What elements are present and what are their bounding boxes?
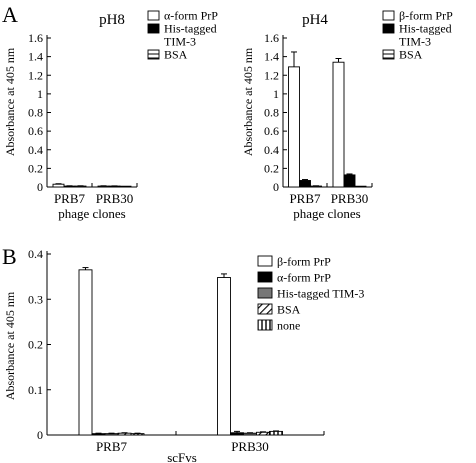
y-axis-label: Absorbance at 405 nm [241,47,255,156]
y-tick-label: 0.1 [28,383,43,397]
y-tick-label: 1.6 [28,31,43,45]
y-axis-label: Absorbance at 405 nm [3,291,17,400]
legend-item: β-form PrP [257,255,331,269]
y-tick-label: 1 [273,87,279,101]
y-tick-label: 0.2 [264,161,279,175]
category-label: PRB30 [96,191,134,206]
legend-label: α-form PrP [277,271,331,285]
x-axis-label: phage clones [58,206,126,221]
legend-item: α-form PrP [257,271,331,285]
legend-swatch [147,23,160,34]
y-tick-label: 0 [37,428,43,442]
y-tick-label: 0.2 [28,338,43,352]
bar [217,277,231,436]
y-tick-label: 0.8 [264,106,279,120]
category-label: PRB7 [54,191,86,206]
y-tick-label: 1 [37,87,43,101]
legend-label: His-tagged TIM-3 [277,287,364,301]
legend-label: BSA [399,48,423,62]
legend-swatch [147,10,160,21]
legend-swatch [382,10,395,21]
category-label: PRB7 [96,439,128,454]
legend-label: none [277,319,300,333]
bar [130,433,145,436]
y-tick-label: 0.4 [264,143,279,157]
chart-title-ph4: pH4 [302,12,328,28]
legend-item: BSA [382,48,423,62]
panel-letter-b: B [2,244,17,269]
chart-title-ph8: pH8 [99,12,125,28]
bar [256,431,270,436]
legend-item: BSA [147,48,188,62]
legend-swatch [147,49,160,60]
bar [332,61,345,188]
bar [78,269,93,436]
y-tick-label: 0 [37,180,43,194]
bar [299,180,311,188]
bar [104,433,119,436]
legend-label: β-form PrP [277,255,331,269]
legend-label: β-form PrP [399,9,453,23]
y-tick-label: 1.4 [28,50,43,64]
y-tick-label: 1.4 [264,50,279,64]
legend-label: α-form PrP [164,9,218,23]
legend-label: His-tagged [164,22,217,36]
bar [269,430,283,436]
legend-label: TIM-3 [164,35,196,49]
bar [117,432,132,436]
legend: β-form PrP α-form PrP His-tagged TIM-3 BSA n… [257,255,364,333]
legend-label: BSA [164,48,188,62]
y-tick-label: 0.3 [28,292,43,306]
legend-label: BSA [277,303,301,317]
y-axis-label: Absorbance at 405 nm [3,47,17,156]
legend-item: β-form PrP [382,9,453,23]
legend-swatch [382,23,395,34]
plot-area: 0 0.2 0.4 0.6 0.8 1 1.2 1.4 1.6 PRB7 PRB30 [264,31,373,206]
chart-panel-ph8: A pH8 Absorbance at 405 nm phage clones … [2,2,218,221]
y-tick-label: 1.6 [264,31,279,45]
panel-letter-a: A [2,2,18,27]
x-axis-label: scFvs [167,450,197,463]
legend-swatch [257,255,273,267]
bar [343,174,356,188]
y-tick-label: 0 [273,180,279,194]
bar [288,66,300,188]
bar [52,183,65,188]
legend-label: TIM-3 [399,35,431,49]
y-tick-label: 1.2 [264,68,279,82]
y-tick-label: 0.2 [28,161,43,175]
category-label: PRB30 [231,439,269,454]
y-tick-label: 1.2 [28,68,43,82]
chart-panel-b: B Absorbance at 405 nm scFvs 00.10.20.30… [2,244,364,463]
x-axis-label: phage clones [293,206,361,221]
y-tick-label: 0.6 [264,124,279,138]
legend-swatch [257,271,273,283]
legend-item: none [257,319,300,333]
category-label: PRB30 [331,191,369,206]
legend-item: BSA [257,303,301,317]
chart-panel-ph4: pH4 Absorbance at 405 nm phage clones 00… [241,9,453,222]
bar [230,432,244,436]
y-tick-label: 0.4 [28,143,43,157]
legend-swatch [257,303,273,315]
bar [243,432,257,436]
y-tick-label: 0.6 [28,124,43,138]
category-label: PRB7 [289,191,321,206]
bar [91,433,106,436]
legend-swatch [257,319,273,331]
y-tick-label: 0.8 [28,106,43,120]
plot-area: 0 0.2 0.4 0.6 0.8 1 1.2 1.4 1.6 PRB7 PRB30 [28,31,138,206]
legend-item: α-form PrP [147,9,218,23]
legend-label: His-tagged [399,22,452,36]
legend-swatch [382,49,395,60]
legend-swatch [257,287,273,299]
plot-area: 0 0.1 0.2 0.3 0.4 PRB7 PRB30 [28,247,325,454]
legend-item: His-tagged TIM-3 [257,287,364,301]
y-tick-label: 0.4 [28,247,43,261]
